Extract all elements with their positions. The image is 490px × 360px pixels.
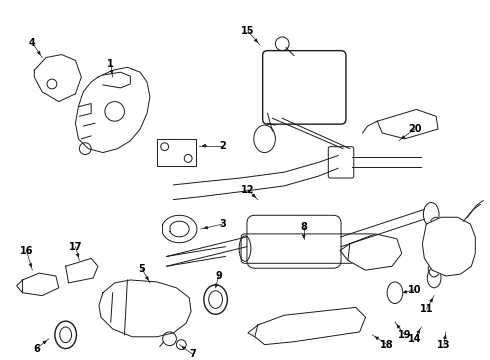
Polygon shape — [23, 273, 59, 296]
Text: 15: 15 — [241, 26, 255, 36]
Polygon shape — [99, 280, 191, 337]
Text: 12: 12 — [241, 185, 255, 195]
Polygon shape — [163, 215, 197, 243]
Polygon shape — [377, 109, 438, 139]
Text: 10: 10 — [408, 285, 421, 295]
Text: 6: 6 — [33, 343, 40, 354]
Polygon shape — [422, 217, 475, 276]
Text: 14: 14 — [408, 334, 421, 344]
Text: 19: 19 — [398, 330, 412, 340]
Text: 3: 3 — [219, 219, 226, 229]
Text: 13: 13 — [437, 339, 451, 350]
Text: 5: 5 — [139, 264, 146, 274]
Polygon shape — [255, 307, 366, 345]
Text: 16: 16 — [20, 246, 33, 256]
Bar — [157, 139, 196, 166]
Text: 2: 2 — [219, 141, 226, 151]
Text: 9: 9 — [215, 271, 222, 281]
Text: 18: 18 — [380, 339, 394, 350]
Polygon shape — [75, 67, 150, 153]
Polygon shape — [348, 234, 402, 270]
Text: 1: 1 — [107, 59, 114, 69]
Text: 11: 11 — [419, 304, 433, 314]
Text: 4: 4 — [29, 38, 36, 48]
Text: 17: 17 — [69, 242, 82, 252]
Text: 20: 20 — [408, 124, 421, 134]
Text: 7: 7 — [190, 350, 196, 359]
Text: 8: 8 — [300, 222, 307, 232]
Polygon shape — [66, 258, 98, 283]
